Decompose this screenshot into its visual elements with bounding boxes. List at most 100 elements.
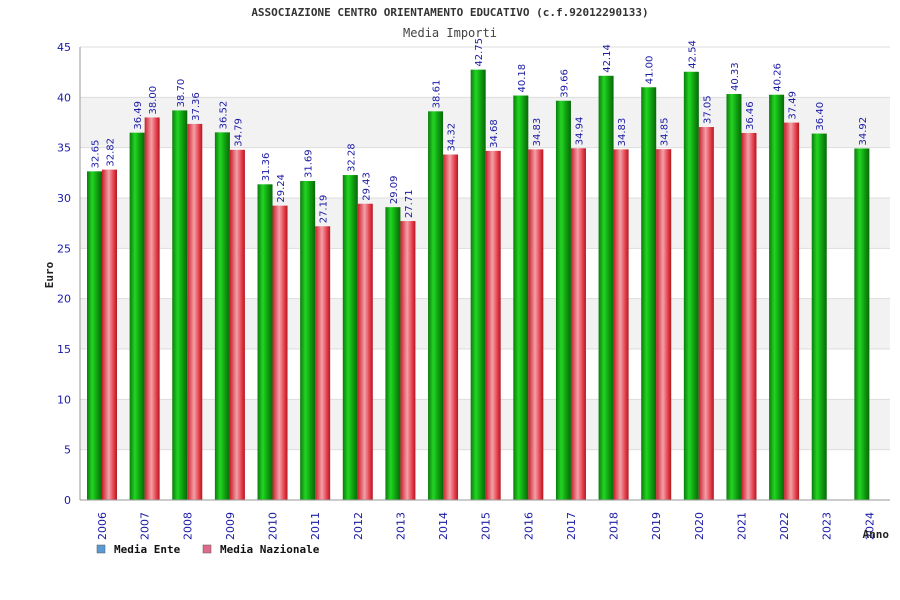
value-label-nazionale: 34.79 <box>233 118 244 147</box>
x-tick-label: 2012 <box>352 512 365 540</box>
y-tick-label: 0 <box>64 494 71 507</box>
x-tick-label: 2023 <box>821 512 834 540</box>
bar-nazionale <box>784 122 800 500</box>
x-tick-label: 2015 <box>480 512 493 540</box>
bar-nazionale <box>315 226 331 500</box>
value-label-ente: 40.26 <box>773 63 784 92</box>
bar-nazionale <box>698 127 714 500</box>
bar-ente <box>854 148 870 501</box>
x-axis-label: Anno <box>863 528 890 541</box>
bar-ente <box>513 95 529 500</box>
x-tick-label: 2021 <box>735 512 748 540</box>
value-label-ente: 36.49 <box>133 101 144 130</box>
chart-title: ASSOCIAZIONE CENTRO ORIENTAMENTO EDUCATI… <box>251 6 648 19</box>
bar-nazionale <box>102 169 117 500</box>
x-tick-label: 2009 <box>224 512 237 540</box>
x-tick-label: 2020 <box>693 512 706 540</box>
bar-ente <box>87 171 102 500</box>
bar-nazionale <box>613 149 629 501</box>
value-label-ente: 42.75 <box>474 38 485 67</box>
value-label-ente: 38.70 <box>176 79 187 108</box>
legend-label-ente: Media Ente <box>114 543 181 556</box>
bar-nazionale <box>741 132 757 500</box>
bar-ente <box>598 75 614 501</box>
value-label-ente: 36.40 <box>815 102 826 131</box>
bar-ente <box>683 71 699 500</box>
x-tick-label: 2022 <box>778 512 791 540</box>
bar-ente <box>385 207 401 501</box>
value-label-nazionale: 36.46 <box>745 101 756 130</box>
bar-ente <box>300 180 316 500</box>
value-label-ente: 29.09 <box>389 176 400 205</box>
value-label-ente: 36.52 <box>218 101 229 130</box>
value-label-nazionale: 37.05 <box>702 95 713 124</box>
x-tick-label: 2006 <box>96 512 109 540</box>
bar-nazionale <box>570 148 586 500</box>
value-label-nazionale: 29.43 <box>361 172 372 201</box>
x-tick-label: 2014 <box>437 512 450 540</box>
bar-nazionale <box>656 149 672 500</box>
value-labels: 32.65 32.82 36.49 38.00 38.70 37.36 36.52 34.79… <box>91 38 869 223</box>
bar-nazionale <box>528 149 544 501</box>
x-tick-label: 2011 <box>309 512 322 540</box>
bar-nazionale <box>400 221 416 500</box>
y-tick-label: 30 <box>57 192 71 205</box>
bar-ente <box>811 133 827 500</box>
value-label-nazionale: 34.94 <box>574 117 585 146</box>
y-tick-labels: 0 5 10 15 20 25 30 35 40 45 <box>57 41 71 507</box>
value-label-nazionale: 27.19 <box>319 195 330 224</box>
value-label-nazionale: 38.00 <box>148 86 159 115</box>
y-tick-label: 10 <box>57 393 71 406</box>
x-tick-label: 2024 <box>863 512 876 540</box>
value-label-ente: 34.92 <box>858 117 869 146</box>
value-label-nazionale: 37.49 <box>788 91 799 120</box>
legend: Media Ente Media Nazionale <box>96 543 320 556</box>
bar-ente <box>428 111 444 501</box>
axes <box>79 47 890 501</box>
y-tick-label: 5 <box>64 444 71 457</box>
value-label-nazionale: 34.85 <box>660 118 671 147</box>
x-tick-label: 2010 <box>267 512 280 540</box>
bars <box>87 69 870 501</box>
legend-swatch-nazionale <box>202 544 212 554</box>
value-label-nazionale: 27.71 <box>404 189 415 218</box>
bar-nazionale <box>144 117 160 500</box>
value-label-ente: 41.00 <box>645 56 656 85</box>
y-axis-label: Euro <box>43 261 56 288</box>
bar-nazionale <box>272 205 288 500</box>
value-label-ente: 31.36 <box>261 153 272 182</box>
y-tick-label: 35 <box>57 142 71 155</box>
x-tick-label: 2008 <box>181 512 194 540</box>
x-tick-label: 2013 <box>394 512 407 540</box>
value-label-ente: 32.28 <box>346 143 357 172</box>
x-tick-labels: 2006 2007 2008 2009 2010 2011 2012 2013 2014 2015… <box>96 512 876 540</box>
bar-ente <box>726 94 742 501</box>
value-label-ente: 40.33 <box>730 62 741 91</box>
value-label-ente: 39.66 <box>559 69 570 98</box>
x-tick-label: 2007 <box>139 512 152 540</box>
bar-nazionale <box>229 149 245 500</box>
y-tick-label: 45 <box>57 41 71 54</box>
y-tick-label: 40 <box>57 91 71 104</box>
bar-nazionale <box>443 154 459 500</box>
x-tick-label: 2017 <box>565 512 578 540</box>
value-label-ente: 38.61 <box>432 80 443 109</box>
bar-ente <box>769 94 785 500</box>
value-label-nazionale: 34.68 <box>489 119 500 148</box>
y-tick-label: 15 <box>57 343 71 356</box>
value-label-ente: 40.18 <box>517 64 528 93</box>
value-label-ente: 32.65 <box>91 140 102 169</box>
value-label-ente: 42.54 <box>687 40 698 69</box>
x-tick-label: 2019 <box>650 512 663 540</box>
bar-ente <box>172 110 188 501</box>
bar-ente <box>555 100 571 501</box>
bar-ente <box>342 175 358 500</box>
chart-subtitle: Media Importi <box>403 26 497 40</box>
bar-ente <box>214 132 230 500</box>
bar-ente <box>641 87 657 501</box>
bar-ente <box>129 132 145 500</box>
value-label-nazionale: 32.82 <box>106 138 117 167</box>
bar-nazionale <box>187 123 203 500</box>
value-label-nazionale: 34.83 <box>532 118 543 147</box>
value-label-ente: 42.14 <box>602 44 613 73</box>
